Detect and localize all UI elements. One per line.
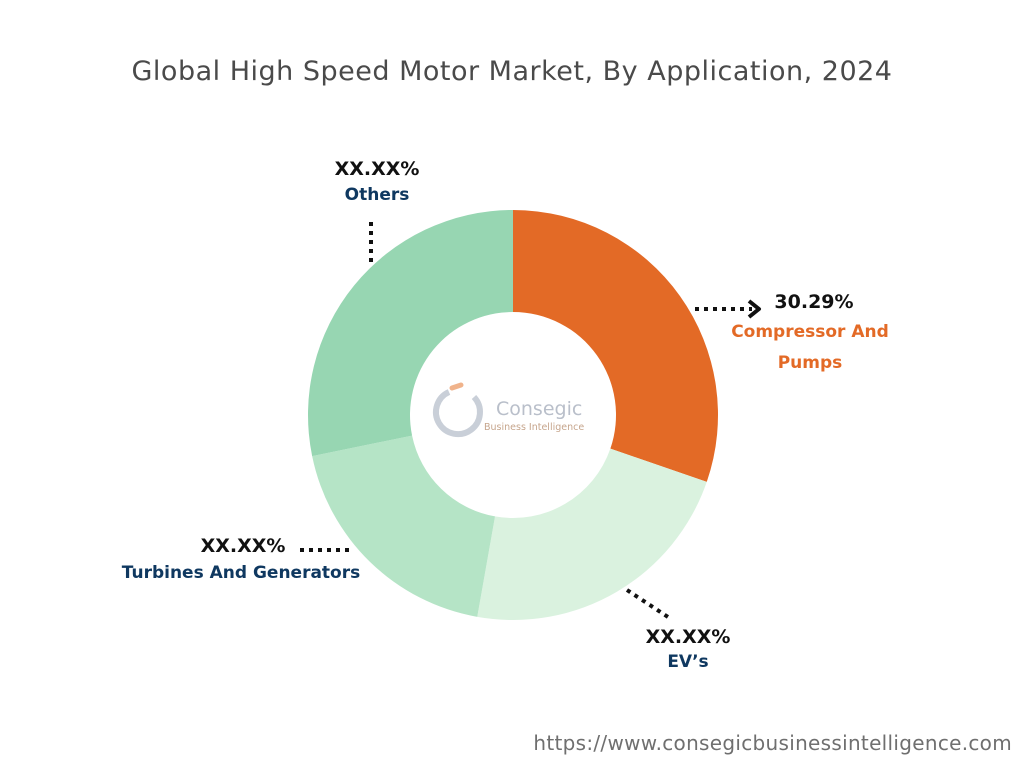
- logo-tagline: Business Intelligence: [484, 422, 584, 433]
- label-value-turbines: XX.XX%: [201, 535, 286, 557]
- logo-name: Consegic: [496, 398, 582, 420]
- slice-others: [308, 210, 513, 457]
- label-value-compressor: 30.29%: [774, 291, 853, 313]
- slice-compressor-and-pumps: [513, 210, 718, 482]
- logo-accent-icon: [449, 382, 464, 391]
- leader-line-evs: [625, 588, 670, 619]
- label-name-compressor-line2: Pumps: [778, 353, 843, 373]
- logo-ring-icon: [433, 389, 483, 438]
- label-name-evs: EV’s: [667, 652, 708, 672]
- label-name-compressor-line1: Compressor And: [731, 322, 889, 342]
- chart-title: Global High Speed Motor Market, By Appli…: [131, 56, 893, 87]
- label-name-others: Others: [345, 185, 410, 205]
- slice-turbines-and-generators: [312, 435, 496, 617]
- label-value-others: XX.XX%: [335, 158, 420, 180]
- arrow-right-icon: [747, 299, 761, 319]
- source-url: https://www.consegicbusinessintelligence…: [533, 731, 1012, 755]
- consegic-logo: Consegic Business Intelligence: [433, 382, 584, 438]
- slice-evs: [477, 448, 707, 620]
- label-value-evs: XX.XX%: [646, 626, 731, 648]
- label-name-turbines: Turbines And Generators: [122, 563, 361, 583]
